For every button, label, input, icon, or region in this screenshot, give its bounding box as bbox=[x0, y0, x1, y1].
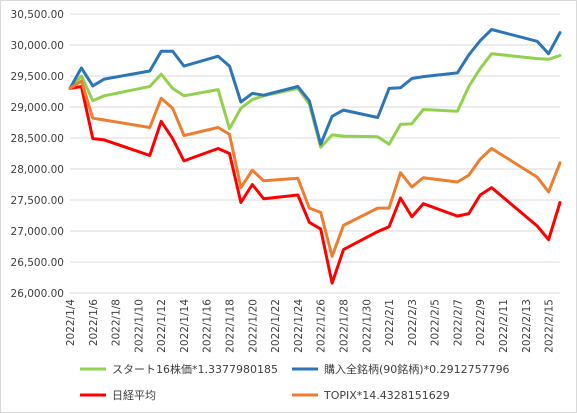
y-tick-label: 28,000.00 bbox=[11, 164, 64, 176]
x-tick-label: 2022/2/3 bbox=[407, 299, 419, 346]
x-axis-tick-labels: 2022/1/4 2022/1/6 2022/1/8 2022/1/10 2022/1/… bbox=[65, 299, 556, 353]
x-tick-label: 2022/2/7 bbox=[452, 299, 464, 346]
y-tick-label: 30,500.00 bbox=[11, 9, 64, 21]
x-tick-label: 2022/1/6 bbox=[88, 299, 100, 346]
series-line-2 bbox=[68, 85, 562, 285]
x-tick-label: 2022/1/28 bbox=[338, 299, 350, 353]
legend-item: スタート16株価*1.3377980185 bbox=[80, 362, 278, 376]
y-tick-label: 30,000.00 bbox=[11, 40, 64, 52]
legend-item: 日経平均 bbox=[80, 389, 156, 402]
x-tick-label: 2022/2/11 bbox=[498, 299, 510, 353]
y-tick-label: 26,500.00 bbox=[11, 257, 64, 269]
y-axis-tick-labels: 26,000.00 26,500.00 27,000.00 27,500.00 28,0… bbox=[11, 9, 64, 300]
legend-label: 日経平均 bbox=[112, 389, 156, 402]
legend-item: TOPIX*14.4328151629 bbox=[292, 389, 450, 402]
x-tick-label: 2022/1/8 bbox=[111, 299, 123, 346]
x-tick-label: 2022/2/1 bbox=[384, 299, 396, 346]
y-tick-label: 29,500.00 bbox=[11, 71, 64, 83]
x-tick-label: 2022/1/30 bbox=[361, 299, 373, 353]
gridlines bbox=[70, 13, 560, 294]
y-tick-label: 26,000.00 bbox=[11, 288, 64, 300]
x-tick-label: 2022/1/4 bbox=[65, 299, 77, 346]
series-lines bbox=[68, 28, 562, 285]
legend-label: スタート16株価*1.3377980185 bbox=[112, 362, 278, 376]
y-tick-label: 29,000.00 bbox=[11, 102, 64, 114]
x-tick-label: 2022/2/13 bbox=[521, 299, 533, 353]
legend-label: 購入全銘柄(90銘柄)*0.2912757796 bbox=[324, 362, 510, 376]
x-tick-label: 2022/1/16 bbox=[202, 299, 214, 353]
y-tick-label: 27,000.00 bbox=[11, 226, 64, 238]
x-tick-label: 2022/2/9 bbox=[475, 299, 487, 346]
series-line-3 bbox=[68, 79, 562, 258]
series-line-1 bbox=[68, 28, 562, 146]
legend-label: TOPIX*14.4328151629 bbox=[323, 389, 450, 402]
legend: スタート16株価*1.3377980185 購入全銘柄(90銘柄)*0.29127… bbox=[80, 362, 510, 402]
x-tick-label: 2022/2/5 bbox=[430, 299, 442, 346]
x-tick-label: 2022/2/15 bbox=[544, 299, 556, 353]
x-tick-label: 2022/1/24 bbox=[293, 299, 305, 353]
x-tick-label: 2022/1/10 bbox=[133, 299, 145, 353]
series-line-0 bbox=[68, 52, 562, 149]
x-tick-label: 2022/1/14 bbox=[179, 299, 191, 353]
x-tick-label: 2022/1/18 bbox=[225, 299, 237, 353]
x-tick-label: 2022/1/20 bbox=[247, 299, 259, 353]
x-tick-label: 2022/1/26 bbox=[316, 299, 328, 353]
x-tick-label: 2022/1/22 bbox=[270, 299, 282, 353]
y-tick-label: 27,500.00 bbox=[11, 195, 64, 207]
y-tick-label: 28,500.00 bbox=[11, 133, 64, 145]
x-tick-label: 2022/1/12 bbox=[156, 299, 168, 353]
legend-item: 購入全銘柄(90銘柄)*0.2912757796 bbox=[292, 362, 510, 376]
